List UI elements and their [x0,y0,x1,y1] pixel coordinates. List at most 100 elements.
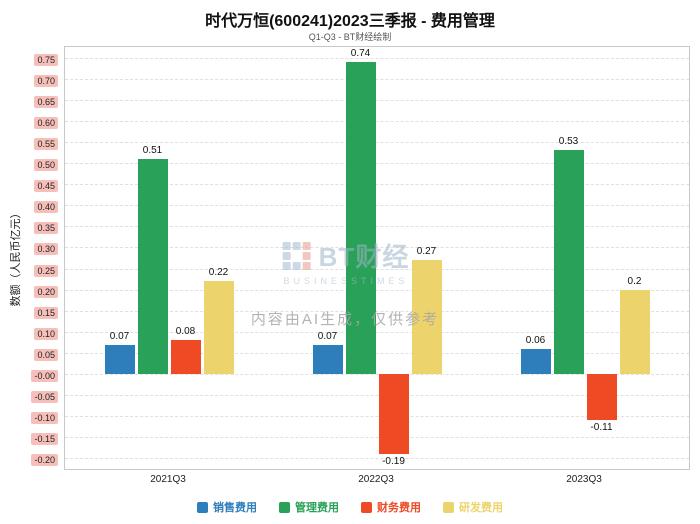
chart-subtitle: Q1-Q3 - BT财经绘制 [308,32,392,42]
gridline [65,247,689,249]
bar-value-label: 0.07 [109,330,130,342]
y-tick-value: 0.05 [34,348,58,361]
legend-swatch [279,501,290,513]
bar-finance [378,374,409,455]
bar-value-label: -0.19 [382,456,405,468]
legend-label: 管理费用 [295,502,339,514]
gridline [65,352,689,354]
y-tick-value: 0.15 [34,306,58,319]
bar-value-label: 0.51 [142,144,163,156]
watermark-logo: BT财经 BUSINESSTIMES [282,237,410,286]
y-tick-value: 0.35 [34,222,58,235]
y-tick-value: -0.05 [31,391,58,404]
legend-item-management: 管理费用 [279,499,339,515]
gridline [65,120,689,122]
y-tick-label: 0.65 [0,92,58,108]
y-tick-value: -0.20 [31,454,58,467]
gridline [65,99,689,101]
y-tick-label: 0.45 [0,176,58,193]
y-tick-value: 0.30 [34,243,58,256]
bar-value-label: 0.74 [350,47,371,59]
y-tick-value: 0.45 [34,180,58,193]
bar-sales [312,344,343,375]
y-tick-label: 0.75 [0,50,58,66]
x-tick-label: 2022Q3 [358,474,394,485]
bar-management [553,150,584,375]
legend-swatch [443,501,454,513]
y-tick-label: 0.25 [0,261,58,277]
bar-value-label: 0.07 [317,330,338,342]
ai-disclaimer: 内容由AI生成，仅供参考 [250,311,440,328]
watermark-brand: BT财经 [318,242,410,272]
legend-item-finance: 财务费用 [361,499,421,515]
y-tick-value: 0.65 [34,95,58,108]
bar-sales [104,344,135,375]
y-tick-label: 0.60 [0,113,58,129]
bar-value-label: 0.53 [558,136,579,148]
x-tick-label: 2023Q3 [566,474,602,485]
bar-management [137,158,168,375]
bar-rd [203,281,234,375]
legend-swatch [361,501,372,513]
gridline [65,184,689,186]
y-tick-value: -0.10 [31,412,58,425]
legend-label: 销售费用 [213,502,257,514]
y-tick-label: 0.55 [0,134,58,150]
y-tick-label: 0.05 [0,345,58,361]
y-tick-value: 0.40 [34,201,58,214]
y-tick-label: 0.30 [0,239,58,256]
bar-value-label: 0.27 [416,246,437,258]
gridline [65,78,689,80]
y-tick-value: 0.20 [34,285,58,298]
bar-finance [170,340,201,375]
gridline [65,374,689,376]
gridline [65,57,689,59]
legend-label: 研发费用 [459,502,503,514]
chart-title: 时代万恒(600241)2023三季报 - 费用管理 [205,13,495,30]
y-tick-label: 0.10 [0,324,58,340]
y-tick-label: -0.20 [0,450,58,467]
y-tick-value: 0.55 [34,137,58,150]
gridline [65,310,689,312]
watermark-logo-row: BT财经 [282,237,410,274]
y-tick-value: 0.10 [34,327,58,340]
y-tick-label: 0.50 [0,155,58,172]
y-tick-value: 0.75 [34,53,58,66]
gridline [65,331,689,333]
bar-rd [411,260,442,375]
legend-item-rd: 研发费用 [443,499,503,515]
legend-item-sales: 销售费用 [197,499,257,515]
bt-blocks-icon [282,241,311,270]
y-tick-value: 0.25 [34,264,58,277]
legend-label: 财务费用 [377,502,421,514]
bar-sales [520,348,551,375]
y-tick-label: -0.10 [0,408,58,425]
legend: 销售费用 管理费用 财务费用 研发费用 [0,499,700,515]
y-tick-value: 0.70 [34,74,58,87]
bar-rd [619,289,650,375]
x-tick-label: 2021Q3 [150,474,186,485]
bar-value-label: -0.11 [590,422,613,434]
gridline [65,226,689,228]
gridline [65,268,689,270]
bar-value-label: 0.2 [627,275,642,287]
legend-swatch [197,501,208,513]
bar-value-label: 0.08 [175,326,196,338]
y-tick-value: 0.50 [34,159,58,172]
y-tick-value: -0.00 [31,370,58,383]
bar-management [345,61,376,375]
y-tick-value: 0.60 [34,116,58,129]
gridline [65,163,689,165]
bar-value-label: 0.06 [525,334,546,346]
gridline [65,416,689,418]
y-tick-label: 0.35 [0,218,58,235]
gridline [65,141,689,143]
watermark-brand-sub: BUSINESSTIMES [283,276,409,286]
y-tick-value: -0.15 [31,433,58,446]
y-tick-label: -0.00 [0,366,58,383]
gridline [65,395,689,397]
y-tick-label: 0.70 [0,71,58,87]
gridline [65,205,689,207]
bar-finance [586,374,617,421]
